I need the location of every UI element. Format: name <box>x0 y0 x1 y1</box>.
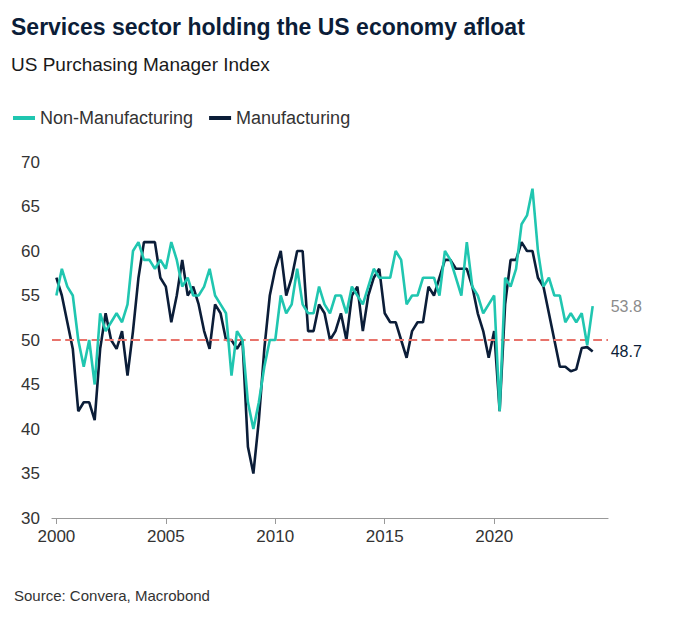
svg-text:45: 45 <box>21 375 40 394</box>
svg-text:2005: 2005 <box>147 527 185 546</box>
svg-text:50: 50 <box>21 331 40 350</box>
svg-text:2000: 2000 <box>37 527 75 546</box>
svg-text:53.8: 53.8 <box>611 298 642 315</box>
svg-text:Manufacturing: Manufacturing <box>236 108 350 128</box>
svg-text:Source: Convera, Macrobond: Source: Convera, Macrobond <box>14 587 210 604</box>
svg-text:2010: 2010 <box>256 527 294 546</box>
svg-text:48.7: 48.7 <box>611 343 642 360</box>
svg-text:Non-Manufacturing: Non-Manufacturing <box>40 108 193 128</box>
svg-text:65: 65 <box>21 197 40 216</box>
svg-text:2015: 2015 <box>366 527 404 546</box>
svg-text:40: 40 <box>21 420 40 439</box>
svg-text:60: 60 <box>21 242 40 261</box>
svg-text:2020: 2020 <box>475 527 513 546</box>
svg-text:70: 70 <box>21 153 40 172</box>
svg-text:Services sector holding the US: Services sector holding the US economy a… <box>11 14 525 40</box>
svg-text:30: 30 <box>21 509 40 528</box>
svg-text:35: 35 <box>21 464 40 483</box>
svg-text:55: 55 <box>21 286 40 305</box>
svg-text:US Purchasing Manager Index: US Purchasing Manager Index <box>11 54 270 75</box>
